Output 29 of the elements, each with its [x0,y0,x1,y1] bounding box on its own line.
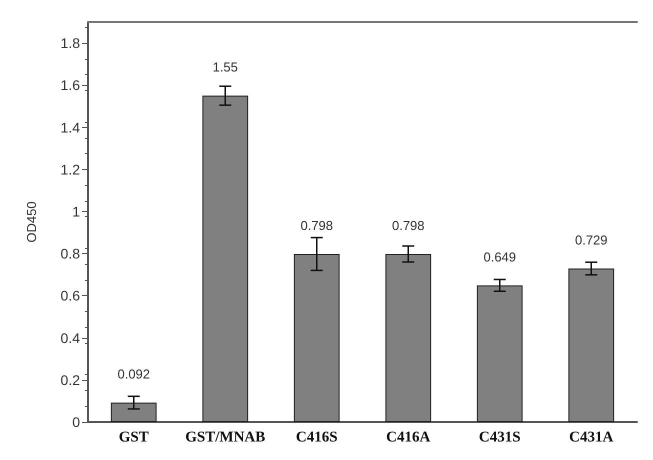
y-axis-title: OD450 [24,201,39,243]
data-label: 0.798 [392,218,425,233]
y-tick-label: 0.4 [60,330,80,346]
bar [385,254,432,422]
y-tick-label: 1.8 [60,35,80,52]
data-label: 0.798 [300,218,334,233]
bar [294,254,340,422]
x-tick-label: GST [118,430,149,446]
x-tick-label: C431A [569,430,614,446]
y-tick-label: 1.4 [60,119,80,136]
bar [568,268,614,422]
y-tick-label: 0 [72,414,80,430]
data-label: 0.092 [117,366,150,382]
x-tick-label: GST/MNAB [185,430,266,446]
bar [110,402,157,422]
data-label: 1.55 [212,60,238,75]
y-tick-label: 1.6 [60,77,80,94]
x-tick-label: C416S [296,430,338,446]
bar [476,285,523,422]
x-tick-label: C416A [386,430,430,446]
x-tick-label: C431S [478,430,521,446]
y-tick-label: 1 [72,203,80,220]
data-label: 0.729 [574,232,608,248]
y-tick-label: 0.6 [60,288,80,304]
y-tick-label: 0.2 [60,372,80,388]
bar [202,96,248,422]
data-label: 0.649 [483,249,516,264]
y-tick-label: 1.2 [60,161,80,178]
y-tick-label: 0.8 [60,246,80,262]
